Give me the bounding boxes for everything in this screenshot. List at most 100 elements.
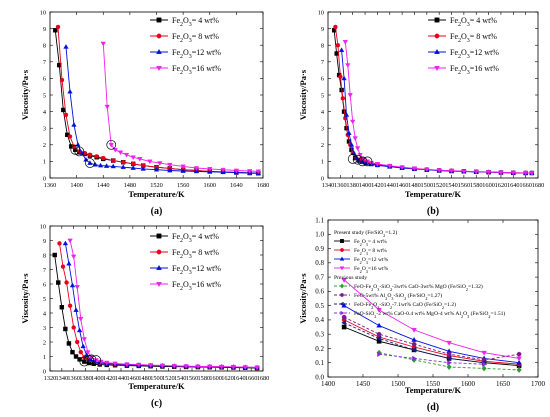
y-tick-label: 10 — [318, 9, 324, 16]
y-tick-label: 0.3 — [315, 330, 324, 338]
data-point — [110, 163, 116, 169]
data-point — [121, 160, 126, 165]
data-point — [71, 325, 76, 330]
data-point — [63, 112, 69, 118]
series-fe2o3-16-wt — [100, 41, 261, 175]
x-tick-label: 1600 — [482, 182, 495, 189]
data-point — [111, 158, 116, 163]
data-point — [62, 240, 69, 246]
data-point — [364, 159, 371, 165]
data-point — [87, 152, 93, 157]
chart-panel-d: 1400 1450 1500 1550 1600 1650 1700 0.0 0.1 0.2 0.3… — [298, 216, 546, 413]
series-line — [59, 243, 258, 369]
data-point — [485, 170, 492, 175]
legend-marker — [156, 282, 162, 288]
data-point — [74, 285, 80, 290]
data-point — [67, 134, 73, 139]
x-tick-label: 1600 — [203, 182, 216, 189]
legend-marker — [434, 66, 440, 72]
y-tick-label: 4 — [43, 310, 47, 317]
legend-label: Fe2O3=16 wt% — [354, 266, 389, 274]
data-point — [123, 152, 130, 158]
data-point — [387, 163, 393, 169]
y-tick-label: 0.4 — [315, 316, 324, 324]
y-tick-label: 0.5 — [315, 302, 324, 310]
x-tick-label: 1600 — [209, 375, 222, 382]
data-point — [60, 264, 66, 269]
x-tick-label: 1620 — [495, 182, 508, 189]
series-line — [343, 279, 520, 359]
y-tick-label: 3 — [43, 126, 46, 133]
panel-label: (a) — [151, 206, 163, 217]
x-tick-label: 1340 — [322, 182, 335, 189]
x-tick-label: 1480 — [408, 182, 421, 189]
highlight-circle — [347, 154, 358, 164]
legend-marker — [156, 48, 162, 54]
data-point — [411, 166, 418, 172]
chart-panel-b: 1340 1360 1380 1400 1420 1440 1460 1480 1500 1520… — [298, 9, 544, 217]
x-tick-label: 1650 — [496, 380, 511, 388]
y-tick-label: 6 — [321, 76, 324, 83]
legend-marker — [156, 264, 162, 270]
data-point — [516, 366, 522, 373]
x-axis-label: Temperature/K — [405, 385, 462, 395]
y-tick-label: 0.7 — [315, 273, 324, 281]
legend-label: Fe2O3=16 wt% — [450, 64, 499, 76]
highlight-circle — [86, 354, 97, 365]
data-point — [103, 163, 110, 168]
data-point — [117, 150, 124, 156]
legend: Present study (Fe/SiO2=1.2)Fe2O3= 4 wt%F… — [334, 229, 505, 318]
data-point — [53, 28, 58, 33]
data-point — [76, 327, 83, 333]
y-tick-label: 8 — [43, 252, 46, 259]
data-point — [180, 164, 186, 170]
legend-label: Fe2O3=16 wt% — [172, 280, 221, 292]
data-point — [64, 280, 69, 285]
legend-marker — [340, 239, 344, 243]
data-point — [147, 363, 154, 368]
data-point — [73, 354, 79, 359]
data-point — [75, 339, 80, 345]
data-point — [376, 308, 382, 313]
legend-heading-present: Present study (Fe/SiO2=1.2) — [334, 229, 397, 238]
y-tick-label: 10 — [40, 223, 46, 230]
data-point — [350, 119, 356, 125]
series-fe2o3-4-wt — [341, 324, 522, 368]
x-tick-label: 1460 — [396, 182, 409, 189]
x-tick-label: 1340 — [56, 375, 69, 382]
x-tick-label: 1360 — [334, 182, 347, 189]
panel-label: (c) — [151, 398, 162, 409]
data-point — [374, 162, 381, 167]
y-tick-label: 6 — [43, 281, 46, 288]
data-point — [80, 343, 86, 349]
x-tick-label: 1380 — [79, 375, 92, 382]
series-line — [379, 353, 485, 365]
data-point — [255, 169, 261, 175]
series-fe2o3-8-wt — [55, 24, 261, 176]
legend-marker — [339, 256, 345, 261]
data-point — [411, 347, 416, 353]
data-point — [461, 169, 467, 174]
x-tick-label: 1400 — [359, 182, 372, 189]
chart-panel-a: 1360 1400 1440 1480 1520 1560 1600 1640 1680 0 1 2 3… — [20, 9, 269, 217]
data-point — [447, 359, 453, 366]
data-point — [66, 341, 72, 346]
x-tick-label: 1500 — [421, 182, 434, 189]
legend-label: Fe2O3= 4 wt% — [172, 232, 219, 244]
x-tick-label: 1680 — [257, 375, 270, 382]
data-point — [207, 167, 213, 172]
highlight-circle — [85, 158, 95, 168]
x-tick-label: 1460 — [127, 375, 140, 382]
y-tick-label: 0 — [43, 175, 46, 182]
data-point — [101, 155, 106, 161]
x-tick-label: 1420 — [103, 375, 116, 382]
y-axis-label: Viscosity/Pa·s — [298, 273, 308, 324]
data-point — [436, 168, 442, 173]
y-tick-label: 1 — [43, 354, 46, 361]
data-point — [220, 167, 226, 173]
data-point — [71, 254, 77, 260]
legend-label: Fe2O3= 8 wt% — [172, 248, 219, 260]
legend: Fe2O3= 4 wt% Fe2O3= 8 wt% Fe2O3=12 wt% Fe2O… — [150, 16, 221, 76]
legend-label: Fe2O3=12 wt% — [450, 48, 499, 60]
legend-label: FeO-Fe2O3-SiO2-7.1wt% CaO (Fe/SiO2=1.2) — [354, 301, 456, 310]
